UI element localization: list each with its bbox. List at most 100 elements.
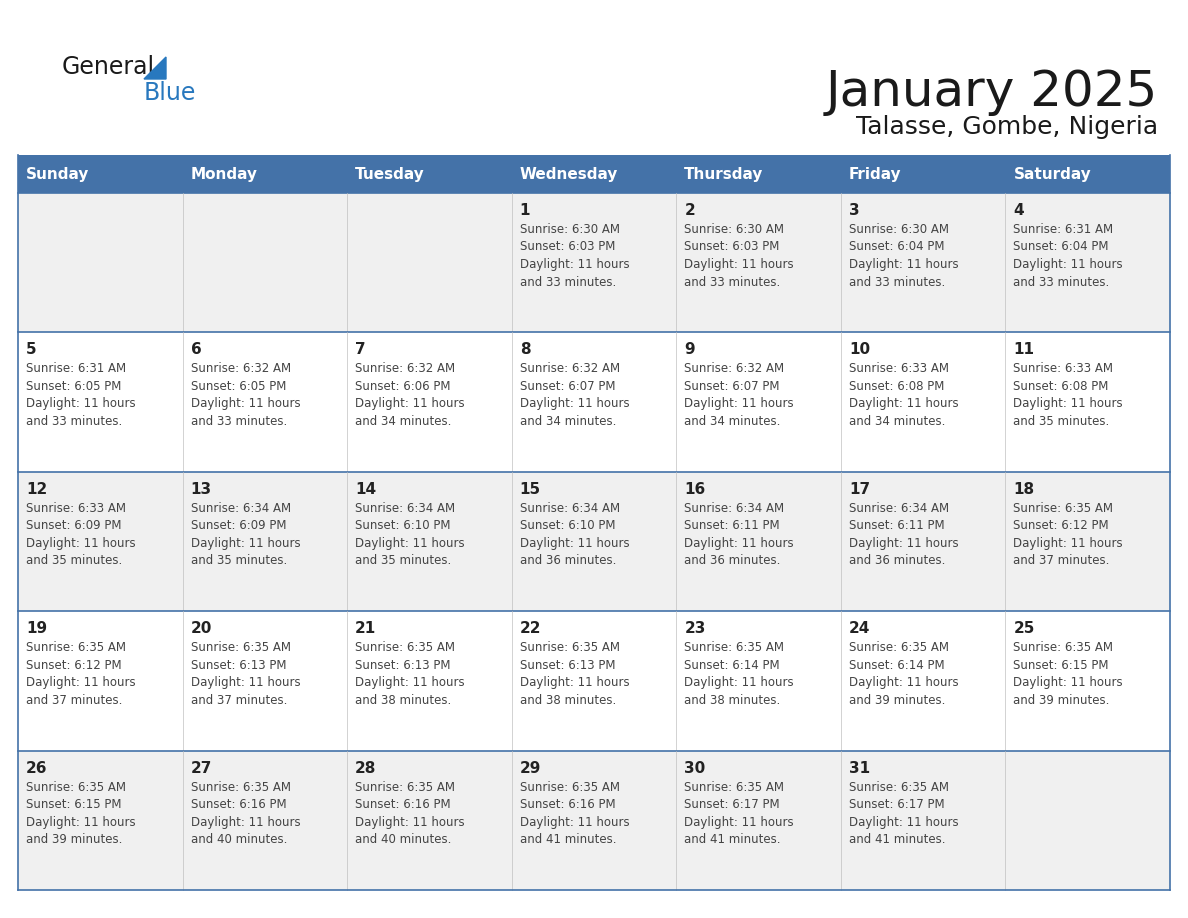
Text: 5: 5 bbox=[26, 342, 37, 357]
Text: Sunrise: 6:35 AM: Sunrise: 6:35 AM bbox=[519, 780, 620, 793]
Text: Sunrise: 6:35 AM: Sunrise: 6:35 AM bbox=[355, 780, 455, 793]
Text: Sunset: 6:13 PM: Sunset: 6:13 PM bbox=[190, 659, 286, 672]
Text: Sunrise: 6:35 AM: Sunrise: 6:35 AM bbox=[684, 780, 784, 793]
Text: Sunrise: 6:35 AM: Sunrise: 6:35 AM bbox=[519, 641, 620, 655]
Text: Sunrise: 6:35 AM: Sunrise: 6:35 AM bbox=[355, 641, 455, 655]
Text: 3: 3 bbox=[849, 203, 859, 218]
Text: Sunset: 6:07 PM: Sunset: 6:07 PM bbox=[684, 380, 779, 393]
Text: and 36 minutes.: and 36 minutes. bbox=[849, 554, 946, 567]
Text: and 39 minutes.: and 39 minutes. bbox=[1013, 694, 1110, 707]
Text: Daylight: 11 hours: Daylight: 11 hours bbox=[190, 397, 301, 410]
Text: Daylight: 11 hours: Daylight: 11 hours bbox=[519, 258, 630, 271]
Text: Sunrise: 6:31 AM: Sunrise: 6:31 AM bbox=[1013, 223, 1113, 236]
Text: Sunset: 6:13 PM: Sunset: 6:13 PM bbox=[519, 659, 615, 672]
Text: 6: 6 bbox=[190, 342, 201, 357]
Text: 30: 30 bbox=[684, 761, 706, 776]
Text: and 39 minutes.: and 39 minutes. bbox=[26, 834, 122, 846]
Text: Sunrise: 6:35 AM: Sunrise: 6:35 AM bbox=[190, 641, 291, 655]
Text: Daylight: 11 hours: Daylight: 11 hours bbox=[519, 397, 630, 410]
Text: Sunrise: 6:35 AM: Sunrise: 6:35 AM bbox=[849, 641, 949, 655]
Text: 20: 20 bbox=[190, 621, 211, 636]
Bar bbox=[18, 193, 1170, 332]
Text: 12: 12 bbox=[26, 482, 48, 497]
Text: Sunrise: 6:35 AM: Sunrise: 6:35 AM bbox=[1013, 641, 1113, 655]
Text: Sunrise: 6:35 AM: Sunrise: 6:35 AM bbox=[190, 780, 291, 793]
Text: Friday: Friday bbox=[849, 166, 902, 182]
Text: January 2025: January 2025 bbox=[826, 68, 1158, 116]
Text: Sunrise: 6:34 AM: Sunrise: 6:34 AM bbox=[849, 502, 949, 515]
Text: Sunset: 6:04 PM: Sunset: 6:04 PM bbox=[849, 241, 944, 253]
Text: Sunset: 6:09 PM: Sunset: 6:09 PM bbox=[190, 520, 286, 532]
Bar bbox=[18, 751, 1170, 890]
Text: Sunrise: 6:30 AM: Sunrise: 6:30 AM bbox=[849, 223, 949, 236]
Bar bbox=[18, 611, 1170, 751]
Text: Daylight: 11 hours: Daylight: 11 hours bbox=[849, 677, 959, 689]
Text: Sunset: 6:09 PM: Sunset: 6:09 PM bbox=[26, 520, 121, 532]
Text: 15: 15 bbox=[519, 482, 541, 497]
Text: Daylight: 11 hours: Daylight: 11 hours bbox=[1013, 258, 1123, 271]
Text: 7: 7 bbox=[355, 342, 366, 357]
Text: Daylight: 11 hours: Daylight: 11 hours bbox=[684, 258, 794, 271]
Text: Sunset: 6:12 PM: Sunset: 6:12 PM bbox=[26, 659, 121, 672]
Text: Daylight: 11 hours: Daylight: 11 hours bbox=[684, 397, 794, 410]
Text: and 35 minutes.: and 35 minutes. bbox=[355, 554, 451, 567]
Text: Sunrise: 6:32 AM: Sunrise: 6:32 AM bbox=[190, 363, 291, 375]
Text: Sunset: 6:10 PM: Sunset: 6:10 PM bbox=[519, 520, 615, 532]
Text: and 33 minutes.: and 33 minutes. bbox=[519, 275, 615, 288]
Text: Sunset: 6:08 PM: Sunset: 6:08 PM bbox=[1013, 380, 1108, 393]
Text: 28: 28 bbox=[355, 761, 377, 776]
Text: and 37 minutes.: and 37 minutes. bbox=[1013, 554, 1110, 567]
Text: 24: 24 bbox=[849, 621, 871, 636]
Text: Blue: Blue bbox=[144, 81, 196, 105]
Text: Sunrise: 6:30 AM: Sunrise: 6:30 AM bbox=[684, 223, 784, 236]
Text: Daylight: 11 hours: Daylight: 11 hours bbox=[519, 537, 630, 550]
Text: Daylight: 11 hours: Daylight: 11 hours bbox=[684, 677, 794, 689]
Bar bbox=[18, 472, 1170, 611]
Text: Sunrise: 6:33 AM: Sunrise: 6:33 AM bbox=[1013, 363, 1113, 375]
Text: Daylight: 11 hours: Daylight: 11 hours bbox=[26, 397, 135, 410]
Text: and 36 minutes.: and 36 minutes. bbox=[684, 554, 781, 567]
Text: Sunset: 6:17 PM: Sunset: 6:17 PM bbox=[849, 798, 944, 812]
Text: 8: 8 bbox=[519, 342, 530, 357]
Text: Sunset: 6:05 PM: Sunset: 6:05 PM bbox=[190, 380, 286, 393]
Text: 2: 2 bbox=[684, 203, 695, 218]
Text: Daylight: 11 hours: Daylight: 11 hours bbox=[849, 258, 959, 271]
Text: Sunrise: 6:33 AM: Sunrise: 6:33 AM bbox=[849, 363, 949, 375]
Text: Daylight: 11 hours: Daylight: 11 hours bbox=[355, 815, 465, 829]
Text: 21: 21 bbox=[355, 621, 377, 636]
Text: 18: 18 bbox=[1013, 482, 1035, 497]
Text: 4: 4 bbox=[1013, 203, 1024, 218]
Text: Daylight: 11 hours: Daylight: 11 hours bbox=[26, 815, 135, 829]
Text: Sunset: 6:15 PM: Sunset: 6:15 PM bbox=[26, 798, 121, 812]
Text: Sunset: 6:07 PM: Sunset: 6:07 PM bbox=[519, 380, 615, 393]
Text: Sunset: 6:11 PM: Sunset: 6:11 PM bbox=[849, 520, 944, 532]
Text: Monday: Monday bbox=[190, 166, 258, 182]
Text: and 41 minutes.: and 41 minutes. bbox=[519, 834, 617, 846]
Text: Daylight: 11 hours: Daylight: 11 hours bbox=[849, 397, 959, 410]
Text: Sunset: 6:10 PM: Sunset: 6:10 PM bbox=[355, 520, 450, 532]
Text: Daylight: 11 hours: Daylight: 11 hours bbox=[684, 815, 794, 829]
Text: Daylight: 11 hours: Daylight: 11 hours bbox=[1013, 677, 1123, 689]
Text: and 37 minutes.: and 37 minutes. bbox=[26, 694, 122, 707]
Text: Sunset: 6:03 PM: Sunset: 6:03 PM bbox=[519, 241, 615, 253]
Text: Sunset: 6:17 PM: Sunset: 6:17 PM bbox=[684, 798, 779, 812]
Bar bbox=[18, 332, 1170, 472]
Text: and 39 minutes.: and 39 minutes. bbox=[849, 694, 946, 707]
Text: Daylight: 11 hours: Daylight: 11 hours bbox=[355, 397, 465, 410]
Polygon shape bbox=[144, 57, 166, 79]
Text: Sunset: 6:16 PM: Sunset: 6:16 PM bbox=[190, 798, 286, 812]
Text: Talasse, Gombe, Nigeria: Talasse, Gombe, Nigeria bbox=[855, 115, 1158, 139]
Text: Sunrise: 6:35 AM: Sunrise: 6:35 AM bbox=[684, 641, 784, 655]
Text: Tuesday: Tuesday bbox=[355, 166, 425, 182]
Text: Sunset: 6:12 PM: Sunset: 6:12 PM bbox=[1013, 520, 1110, 532]
Text: Sunset: 6:11 PM: Sunset: 6:11 PM bbox=[684, 520, 779, 532]
Text: Wednesday: Wednesday bbox=[519, 166, 618, 182]
Text: and 40 minutes.: and 40 minutes. bbox=[355, 834, 451, 846]
Text: 13: 13 bbox=[190, 482, 211, 497]
Text: and 34 minutes.: and 34 minutes. bbox=[355, 415, 451, 428]
Text: and 35 minutes.: and 35 minutes. bbox=[26, 554, 122, 567]
Text: Daylight: 11 hours: Daylight: 11 hours bbox=[26, 677, 135, 689]
Text: and 33 minutes.: and 33 minutes. bbox=[26, 415, 122, 428]
Text: Daylight: 11 hours: Daylight: 11 hours bbox=[190, 677, 301, 689]
Text: and 41 minutes.: and 41 minutes. bbox=[684, 834, 781, 846]
